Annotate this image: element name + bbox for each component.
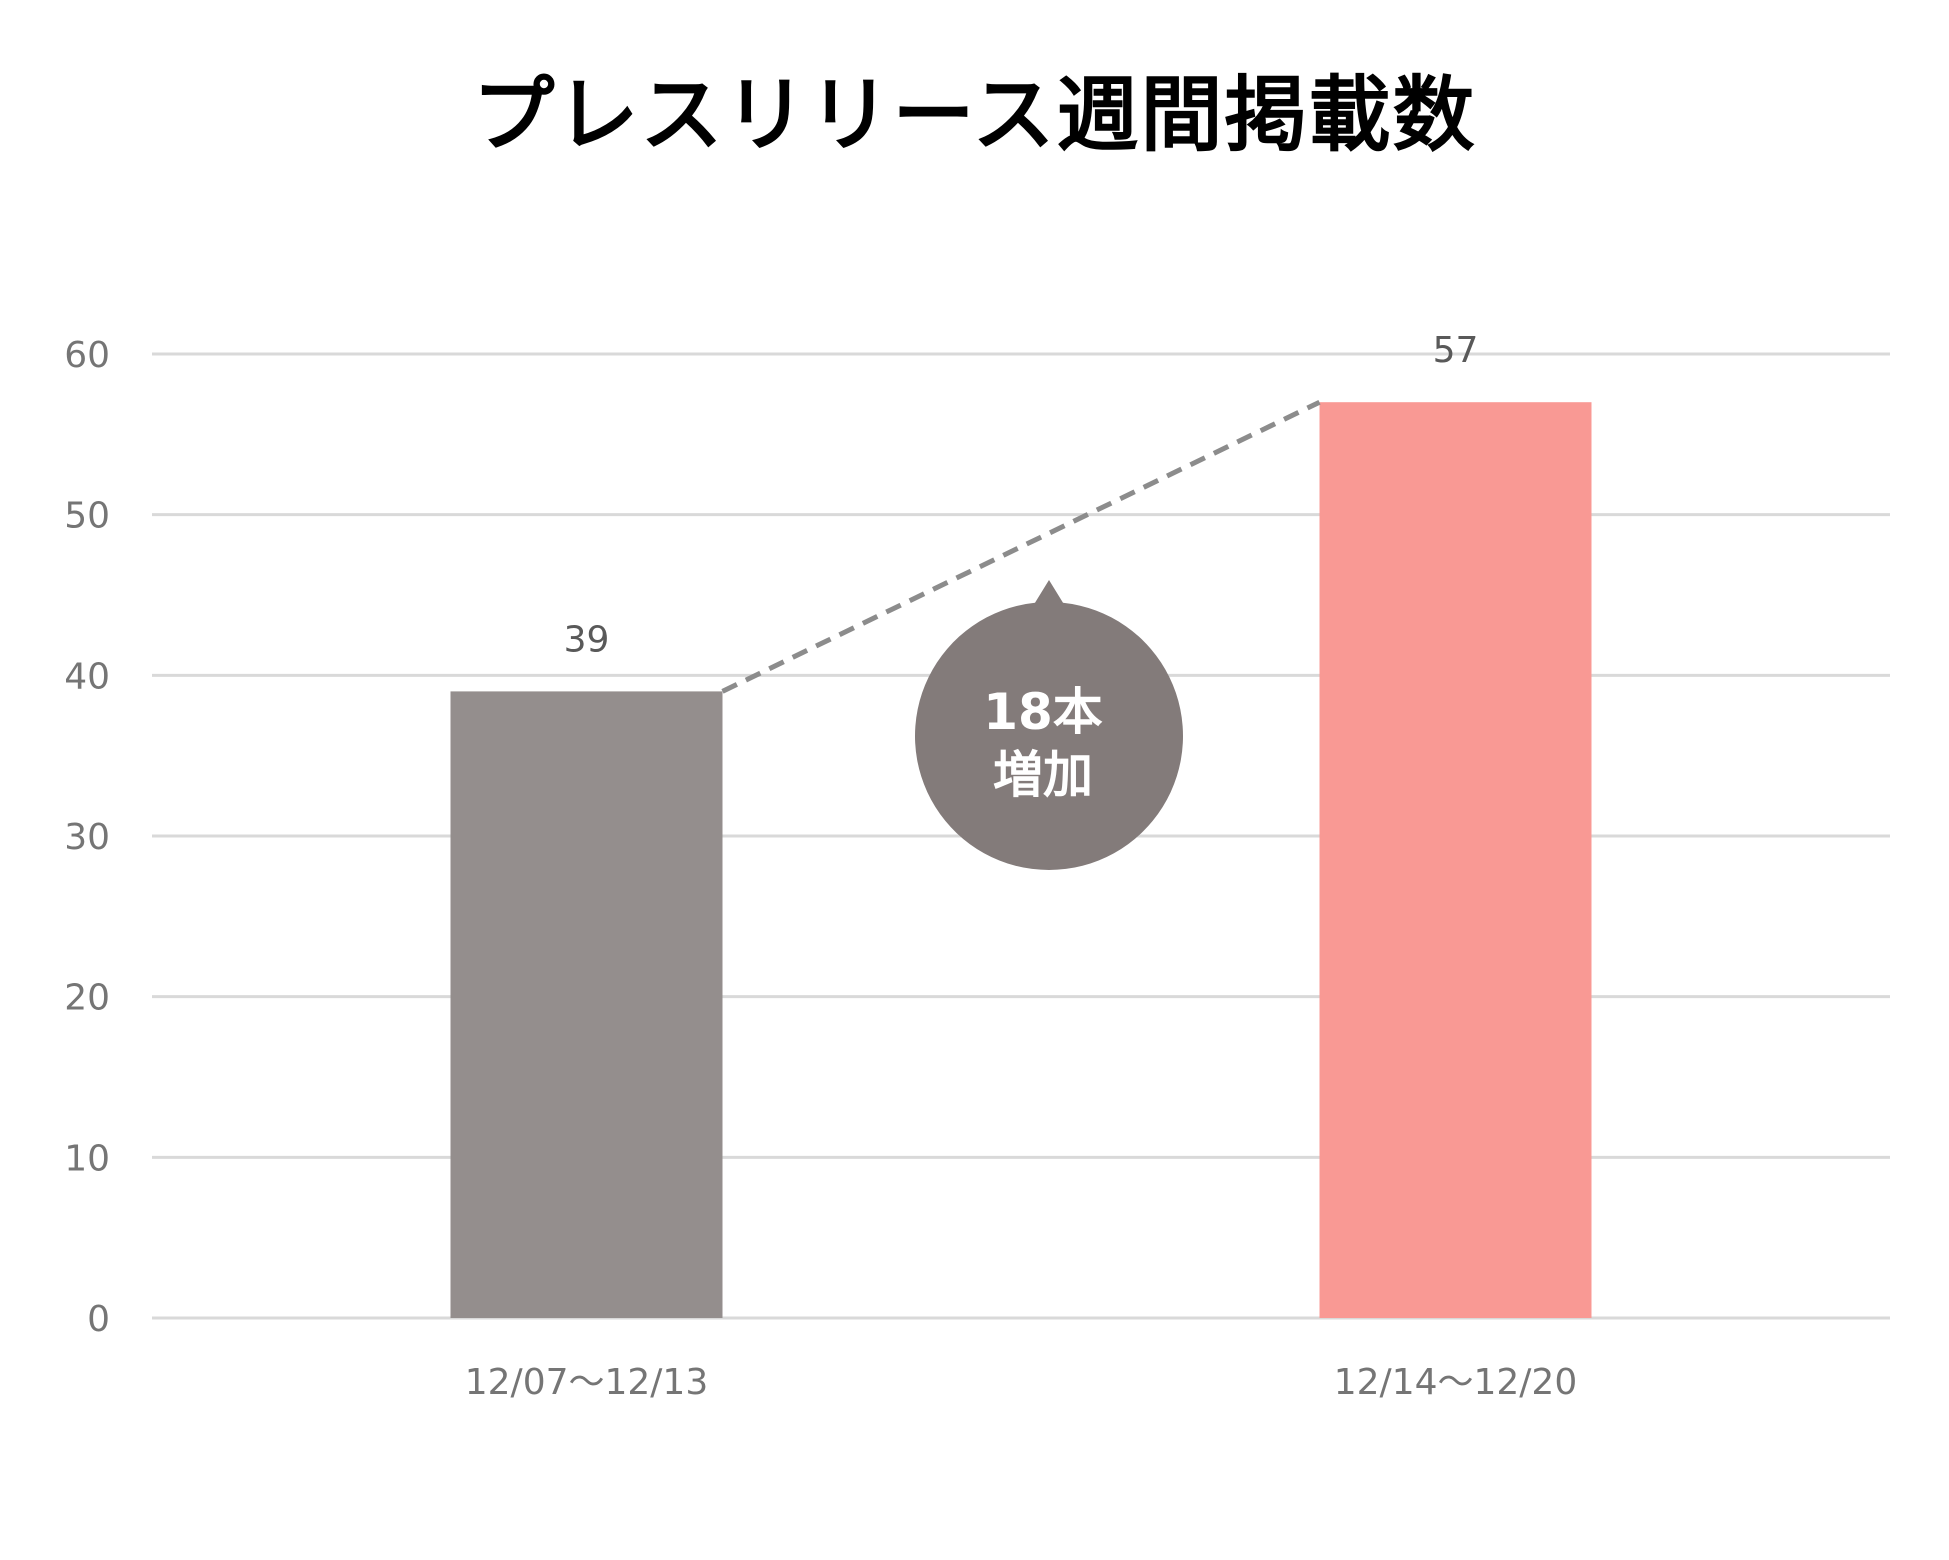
increase-callout: 18本 増加 [914,580,1183,870]
y-tick-label: 30 [64,817,110,858]
x-axis-ticks: 12/07〜12/13 12/14〜12/20 [465,1362,1578,1403]
data-label: 39 [564,619,610,660]
y-axis-ticks: 0 10 20 30 40 50 60 [64,335,110,1340]
callout-bubble [914,580,1183,870]
y-tick-label: 0 [87,1299,110,1340]
x-tick-label: 12/14〜12/20 [1334,1362,1578,1403]
y-tick-label: 60 [64,335,110,376]
bar [450,691,723,1318]
connector-line [721,399,1321,694]
y-tick-label: 20 [64,978,110,1019]
callout-line2: 増加 [993,746,1093,804]
y-tick-label: 40 [64,656,110,697]
callout-line1: 18本 [983,683,1103,741]
bar [1319,402,1592,1318]
data-label: 57 [1433,330,1479,371]
chart-title: プレスリリース週間掲載数 [472,68,1477,163]
x-tick-label: 12/07〜12/13 [465,1362,709,1403]
y-tick-label: 50 [64,496,110,537]
data-labels: 39 57 [564,330,1479,660]
y-tick-label: 10 [64,1138,110,1179]
gridlines [152,352,1890,1320]
bars [450,402,1592,1318]
increase-connector [721,399,1321,694]
